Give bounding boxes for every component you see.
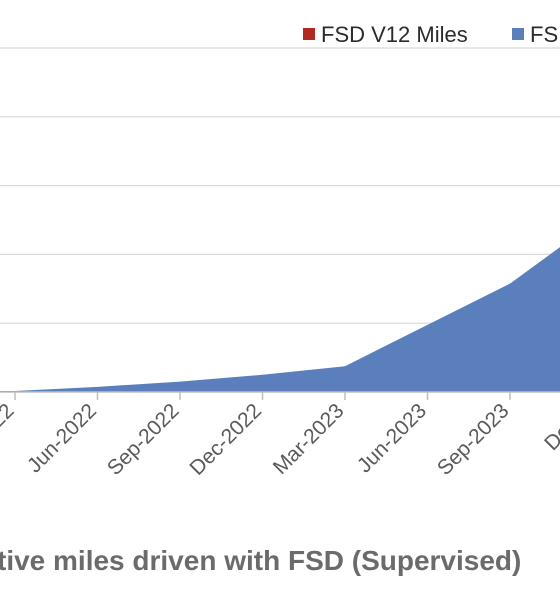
x-tick-label: Dec-2022 xyxy=(185,399,266,480)
chart-title: tive miles driven with FSD (Supervised) xyxy=(0,545,521,576)
gridlines xyxy=(0,47,560,324)
x-tick-label: Mar-2023 xyxy=(269,399,349,479)
x-tick-label: Sep-2022 xyxy=(103,399,184,480)
x-tick-label: 22 xyxy=(0,399,19,432)
x-tick-label: Sep-2023 xyxy=(433,399,514,480)
legend-swatch-1 xyxy=(512,28,524,40)
legend-label-0: FSD V12 Miles xyxy=(321,22,468,47)
x-axis-ticks: 22 Jun-2022 Sep-2022 Dec-2022 Mar-2023 Jun-20… xyxy=(0,392,560,480)
x-tick-label: Dec-2 xyxy=(540,399,560,455)
legend: FSD V12 Miles FS xyxy=(303,22,558,47)
legend-swatch-0 xyxy=(303,28,315,40)
legend-label-1: FS xyxy=(530,22,558,47)
x-tick-label: Jun-2023 xyxy=(353,399,431,477)
series-area-fsd xyxy=(0,247,560,392)
x-tick-label: Jun-2022 xyxy=(23,399,101,477)
plot-area xyxy=(0,247,560,392)
